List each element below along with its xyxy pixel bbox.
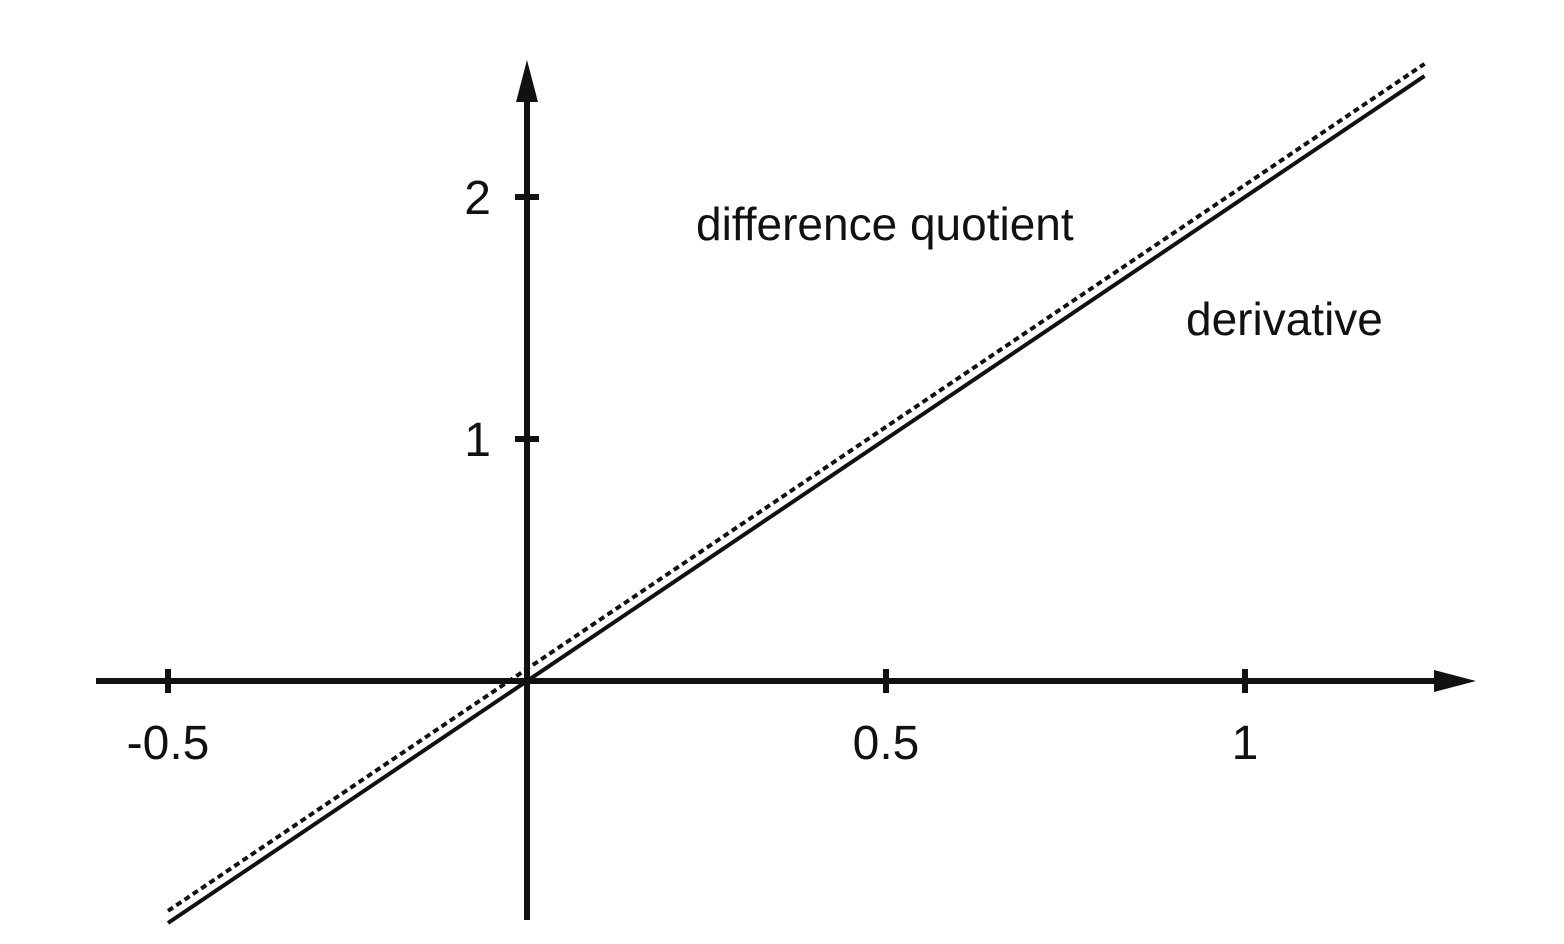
- series: [166, 62, 1426, 925]
- x-tick-label: 0.5: [853, 717, 920, 770]
- annotation-derivative: derivative: [1186, 293, 1383, 345]
- annotation-difference-quotient: difference quotient: [696, 198, 1074, 250]
- x-tick-label: -0.5: [127, 717, 210, 770]
- x-tick-label: 1: [1232, 717, 1259, 770]
- x-axis-arrowhead: [1434, 670, 1476, 692]
- ticks: -0.5 0.5 1 1 2: [127, 172, 1259, 770]
- y-axis-arrowhead: [516, 60, 538, 102]
- y-tick-label: 2: [464, 172, 491, 225]
- annotations: difference quotient derivative: [696, 198, 1383, 345]
- y-tick-label: 1: [464, 414, 491, 467]
- series-line-derivative: [166, 74, 1426, 925]
- series-line-difference-quotient: [166, 62, 1426, 913]
- axes: [96, 60, 1476, 920]
